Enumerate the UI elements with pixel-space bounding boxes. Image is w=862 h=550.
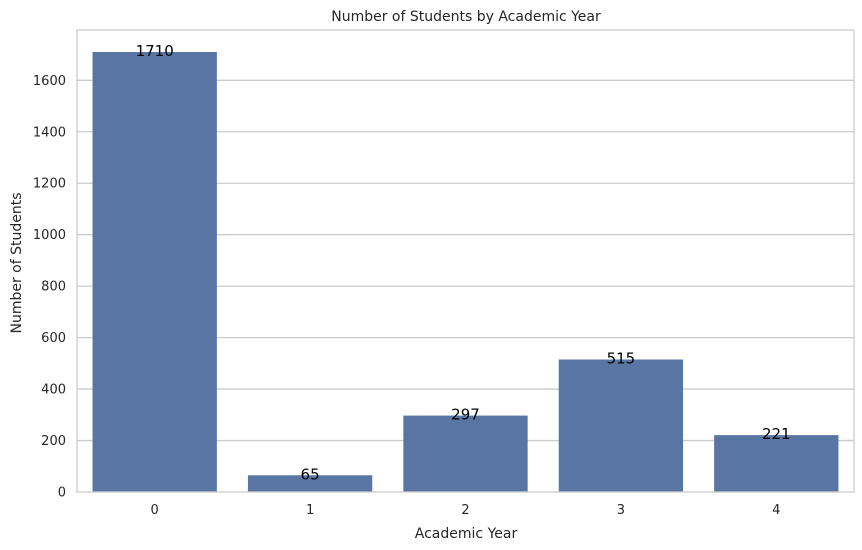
bar-value-label: 297 xyxy=(451,406,480,424)
x-tick-label: 0 xyxy=(151,503,159,518)
bar xyxy=(247,475,373,492)
y-tick-label: 0 xyxy=(58,486,66,501)
bar xyxy=(92,52,217,492)
bar-value-label: 65 xyxy=(301,465,320,483)
y-tick-label: 200 xyxy=(41,434,66,449)
x-axis-ticks: 0 1 2 3 4 xyxy=(151,503,781,518)
x-tick-label: 3 xyxy=(617,503,625,518)
y-tick-label: 1000 xyxy=(33,228,66,243)
bar xyxy=(403,415,528,492)
y-tick-label: 800 xyxy=(41,280,66,295)
x-axis-label: Academic Year xyxy=(415,526,518,542)
y-tick-label: 600 xyxy=(41,331,66,346)
bars xyxy=(92,52,839,492)
bar-value-label: 515 xyxy=(607,349,636,367)
y-tick-label: 1600 xyxy=(33,74,66,89)
plot-frame xyxy=(76,29,855,493)
y-axis-ticks: 0 200 400 600 800 1000 1200 1400 1600 xyxy=(33,74,66,501)
y-tick-label: 400 xyxy=(41,383,66,398)
y-tick-label: 1200 xyxy=(33,177,66,192)
bar-value-label: 221 xyxy=(762,425,791,443)
y-tick-label: 1400 xyxy=(33,125,66,140)
axes-frame xyxy=(76,29,855,493)
x-tick-label: 1 xyxy=(306,503,314,518)
bar-value-label: 1710 xyxy=(136,42,174,60)
bar xyxy=(558,359,684,492)
y-axis-label: Number of Students xyxy=(9,192,25,333)
value-labels: 1710 65 297 515 221 xyxy=(136,42,791,483)
x-tick-label: 2 xyxy=(461,503,469,518)
chart-title: Number of Students by Academic Year xyxy=(331,9,601,25)
x-tick-label: 4 xyxy=(772,503,780,518)
bar xyxy=(714,435,839,492)
